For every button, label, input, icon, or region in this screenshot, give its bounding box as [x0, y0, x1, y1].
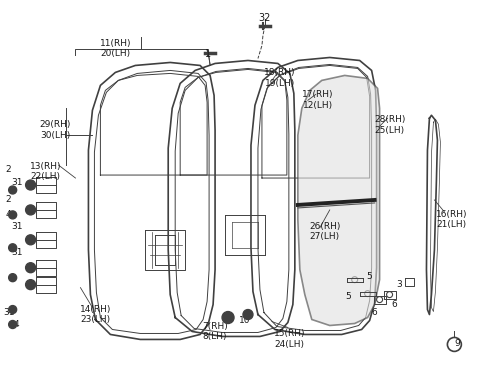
Circle shape — [25, 235, 36, 245]
Text: 7(RH)
8(LH): 7(RH) 8(LH) — [202, 322, 228, 341]
Circle shape — [25, 180, 36, 190]
Text: 4: 4 — [6, 210, 12, 219]
Text: 6: 6 — [372, 308, 377, 316]
Text: 26(RH)
27(LH): 26(RH) 27(LH) — [309, 222, 340, 241]
Polygon shape — [298, 76, 380, 325]
Text: 17(RH)
12(LH): 17(RH) 12(LH) — [302, 90, 334, 110]
Text: 1: 1 — [205, 48, 211, 59]
Text: 28(RH)
25(LH): 28(RH) 25(LH) — [374, 115, 405, 135]
Text: 4: 4 — [14, 319, 20, 328]
Text: 2: 2 — [6, 165, 12, 174]
Circle shape — [25, 263, 36, 273]
Circle shape — [222, 311, 234, 324]
Text: 31: 31 — [11, 248, 23, 257]
Circle shape — [9, 244, 17, 252]
Circle shape — [9, 305, 17, 313]
Text: 31: 31 — [11, 222, 23, 231]
Text: 9: 9 — [455, 339, 460, 349]
Circle shape — [9, 274, 17, 282]
Text: 5: 5 — [367, 272, 372, 281]
Text: 6: 6 — [392, 300, 397, 308]
Text: 16(RH)
21(LH): 16(RH) 21(LH) — [436, 210, 467, 229]
Text: 2: 2 — [6, 195, 12, 204]
Text: 14(RH)
23(LH): 14(RH) 23(LH) — [80, 305, 111, 324]
Text: 18(RH)
19(LH): 18(RH) 19(LH) — [264, 68, 296, 88]
Circle shape — [25, 280, 36, 290]
Text: 3: 3 — [396, 280, 402, 289]
Circle shape — [25, 205, 36, 215]
Circle shape — [9, 186, 17, 194]
Text: 13(RH)
22(LH): 13(RH) 22(LH) — [30, 162, 61, 181]
Text: 31: 31 — [11, 178, 23, 187]
Text: 10: 10 — [239, 316, 251, 325]
Text: 15(RH)
24(LH): 15(RH) 24(LH) — [274, 330, 306, 349]
Circle shape — [9, 211, 17, 219]
Text: 32: 32 — [259, 12, 271, 23]
Text: 11(RH)
20(LH): 11(RH) 20(LH) — [100, 39, 131, 58]
Circle shape — [243, 310, 253, 319]
Circle shape — [9, 321, 17, 328]
Text: 31: 31 — [3, 308, 14, 316]
Text: 29(RH)
30(LH): 29(RH) 30(LH) — [40, 120, 71, 139]
Text: 5: 5 — [345, 291, 350, 301]
